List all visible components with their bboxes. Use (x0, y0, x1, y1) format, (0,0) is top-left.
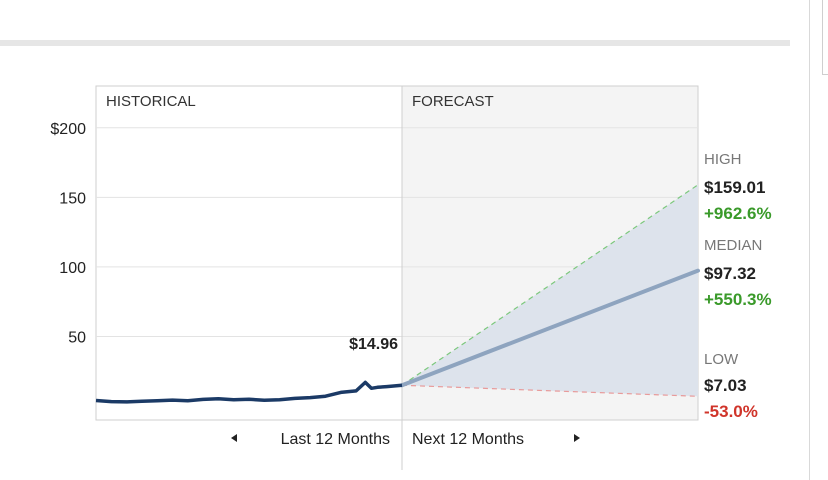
y-tick-label: 150 (59, 190, 86, 207)
high-price: $159.01 (704, 178, 765, 197)
high-caption: HIGH (704, 151, 742, 168)
forecast-high-line (401, 184, 699, 386)
triangle-left-icon (231, 434, 237, 442)
high-change: +962.6% (704, 204, 772, 223)
prev-period-link[interactable]: Last 12 Months (231, 431, 390, 448)
forecast-low-line (401, 384, 699, 397)
low-price: $7.03 (704, 376, 747, 395)
forecast-range-band (402, 184, 698, 397)
right-panel-edge (822, 0, 828, 75)
forecast-low-annotation: LOW $7.03 -53.0% (704, 351, 758, 421)
median-price: $97.32 (704, 264, 756, 283)
triangle-right-icon (574, 434, 580, 442)
current-price-label: $14.96 (349, 336, 398, 353)
prev-period-label: Last 12 Months (281, 431, 390, 448)
forecast-high-annotation: HIGH $159.01 +962.6% (704, 151, 772, 223)
section-label-forecast: FORECAST (412, 93, 494, 110)
next-period-link[interactable]: Next 12 Months (412, 431, 580, 448)
y-tick-label: $200 (50, 121, 86, 138)
historical-price-line (95, 380, 403, 404)
right-rail-divider (809, 0, 810, 480)
forecast-median-line (400, 268, 700, 388)
low-caption: LOW (704, 351, 739, 368)
median-caption: MEDIAN (704, 237, 762, 254)
section-label-historical: HISTORICAL (106, 93, 196, 110)
y-axis-ticks: $200 150 100 50 (50, 121, 86, 347)
top-divider (0, 40, 790, 46)
y-tick-label: 100 (59, 260, 86, 277)
forecast-median-annotation: MEDIAN $97.32 +550.3% (704, 237, 772, 309)
median-change: +550.3% (704, 290, 772, 309)
low-change: -53.0% (704, 402, 758, 421)
next-period-label: Next 12 Months (412, 431, 524, 448)
y-tick-label: 50 (68, 330, 86, 347)
